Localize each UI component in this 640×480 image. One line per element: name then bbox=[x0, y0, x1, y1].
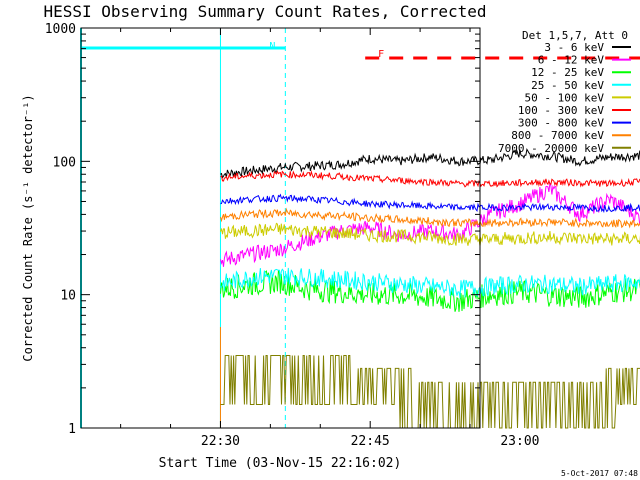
chart-title: HESSI Observing Summary Count Rates, Cor… bbox=[43, 2, 486, 21]
legend-title: Det 1,5,7, Att 0 bbox=[522, 29, 628, 42]
series-line-7000-20000-kev bbox=[220, 355, 640, 429]
annotation-label: F bbox=[378, 49, 384, 60]
legend-label: 800 - 7000 keV bbox=[511, 129, 604, 142]
series-line-50-100-kev bbox=[220, 222, 640, 247]
series-line-6-12-kev bbox=[220, 182, 640, 267]
y-tick-label: 100 bbox=[53, 155, 76, 170]
legend-label: 100 - 300 keV bbox=[518, 104, 604, 117]
x-tick-label: 22:45 bbox=[351, 434, 390, 449]
legend-label: 6 - 12 keV bbox=[538, 54, 605, 67]
series-line-800-7000-kev bbox=[220, 207, 640, 229]
series-line-100-300-kev bbox=[220, 169, 640, 188]
legend-label: 12 - 25 keV bbox=[531, 66, 604, 79]
legend-label: 7000 - 20000 keV bbox=[498, 142, 604, 155]
x-axis-label: Start Time (03-Nov-15 22:16:02) bbox=[159, 456, 402, 471]
y-tick-label: 1 bbox=[68, 422, 76, 437]
annotation-label: N bbox=[269, 41, 275, 52]
series-line-25-50-kev bbox=[220, 267, 640, 299]
plot-frame bbox=[80, 27, 481, 429]
legend-label: 3 - 6 keV bbox=[544, 41, 604, 54]
footer-date: 5-Oct-2017 07:48 bbox=[561, 469, 638, 478]
y-tick-label: 10 bbox=[60, 289, 76, 304]
y-axis: 1 10 100 1000 bbox=[45, 22, 480, 437]
legend-label: 300 - 800 keV bbox=[518, 117, 604, 130]
legend-label: 25 - 50 keV bbox=[531, 79, 604, 92]
legend-label: 50 - 100 keV bbox=[525, 91, 605, 104]
series-line-300-800-kev bbox=[220, 193, 640, 214]
x-tick-label: 22:30 bbox=[201, 434, 240, 449]
series-layer bbox=[220, 148, 640, 429]
y-axis-label: Corrected Count Rate (s⁻¹ detector⁻¹) bbox=[21, 94, 35, 361]
x-tick-label: 23:00 bbox=[500, 434, 539, 449]
y-tick-label: 1000 bbox=[45, 22, 76, 37]
series-line-3-6-kev bbox=[220, 148, 640, 179]
